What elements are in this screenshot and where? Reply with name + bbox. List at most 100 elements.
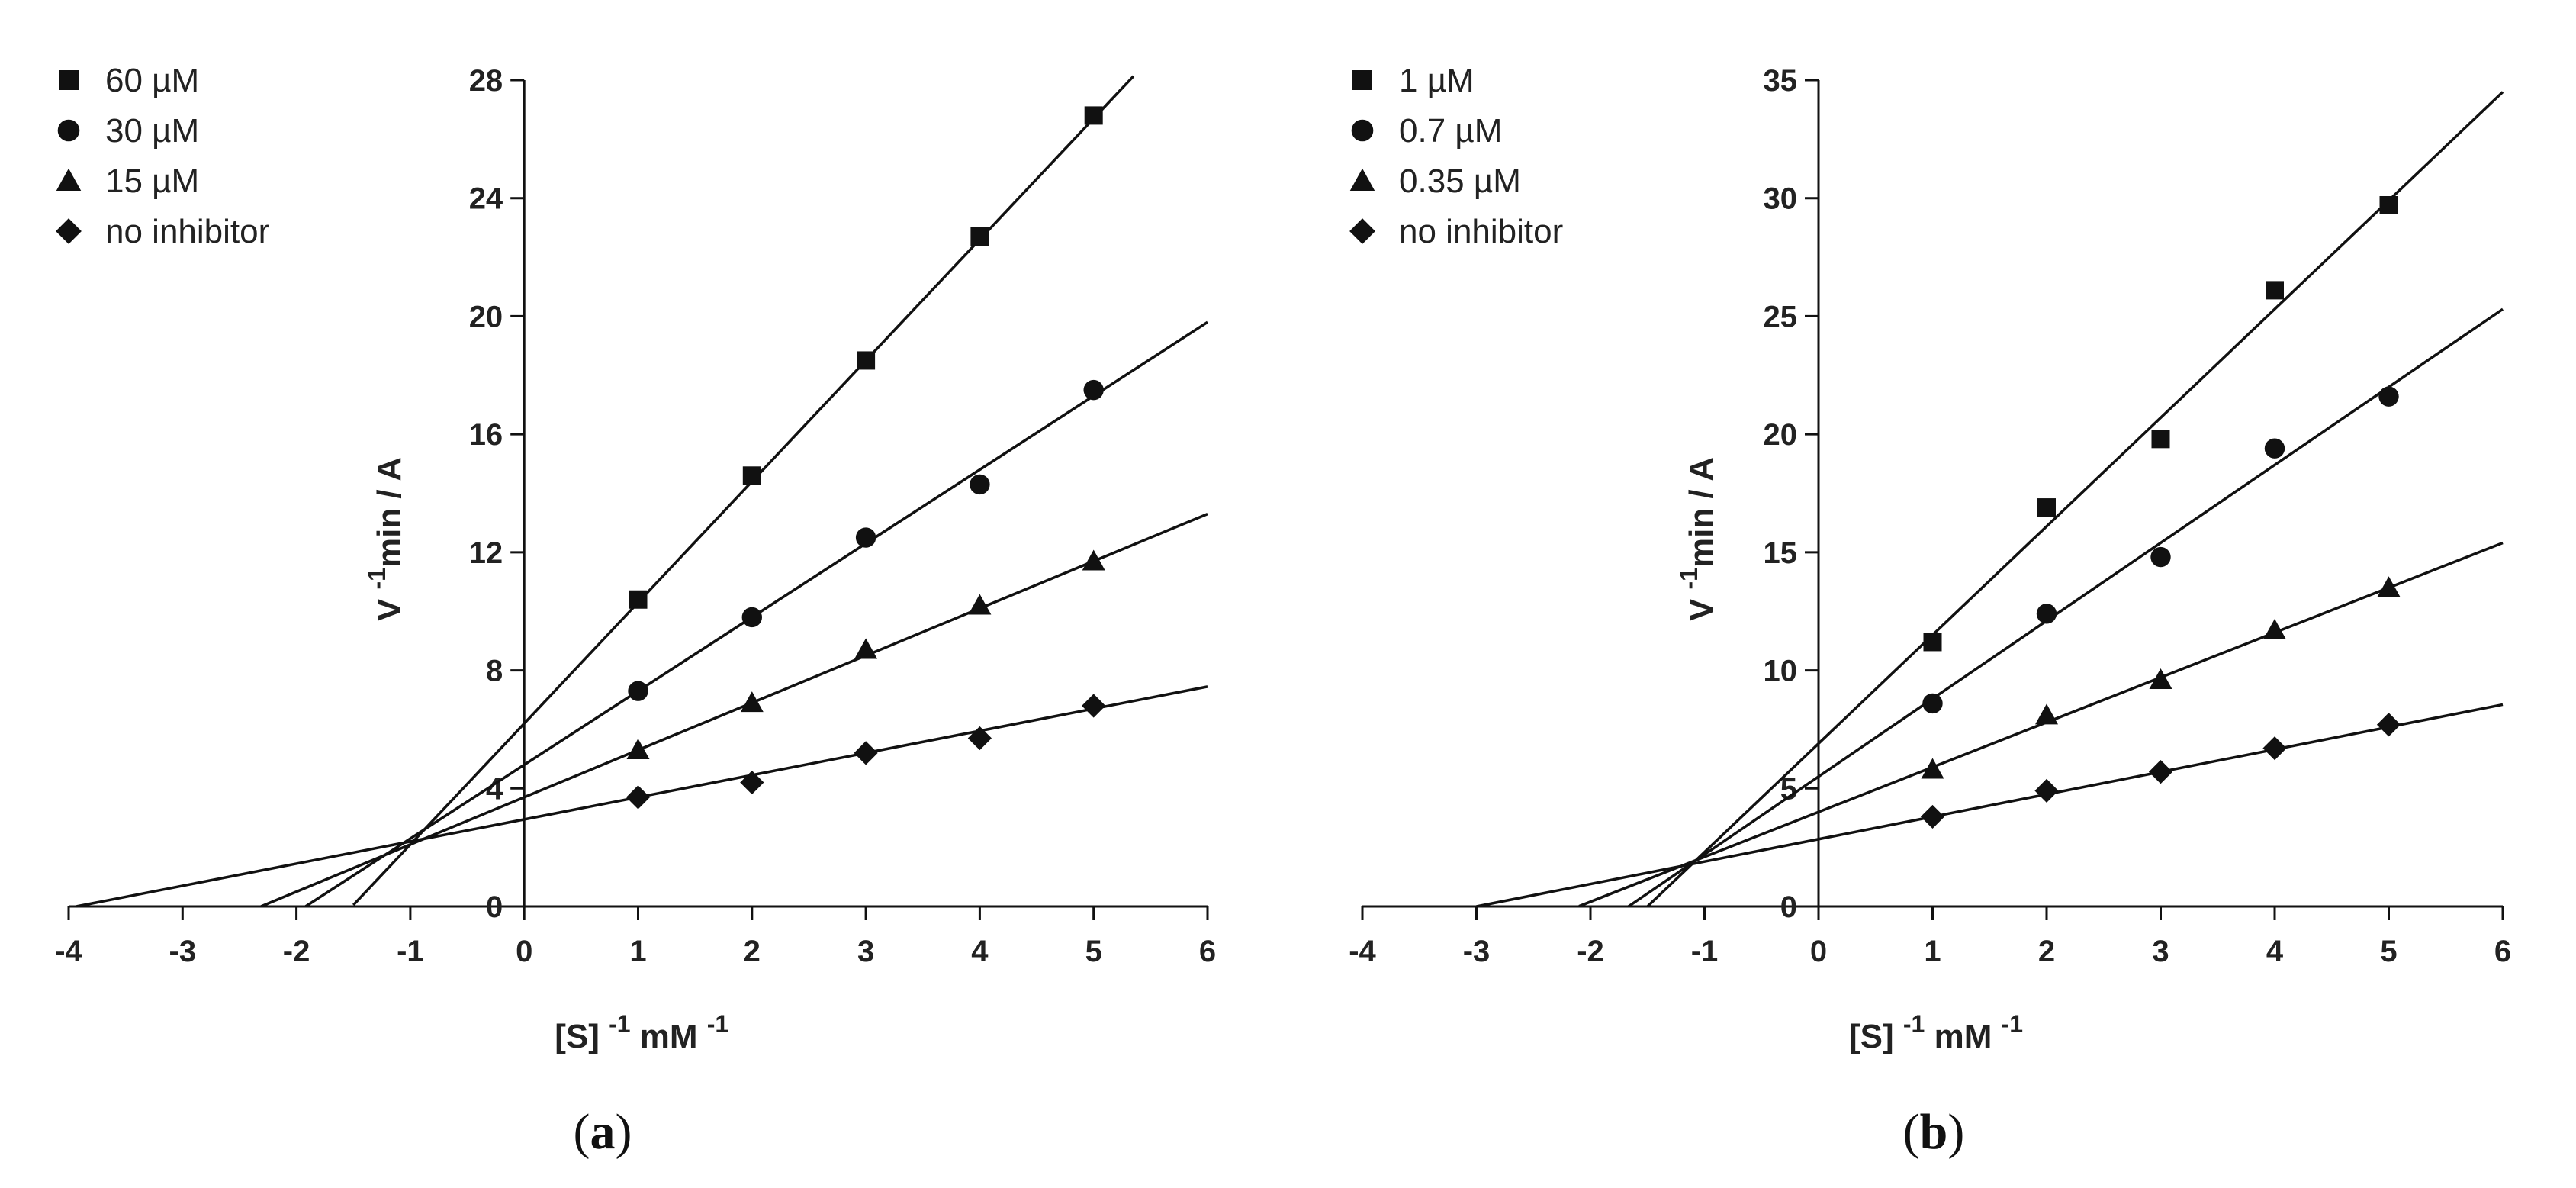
data-point-series-0 bbox=[2037, 498, 2056, 517]
data-point-series-3 bbox=[2148, 760, 2173, 784]
legend-label: 30 µM bbox=[105, 112, 199, 150]
data-point-series-2 bbox=[1082, 549, 1105, 571]
data-point-series-0 bbox=[2379, 195, 2398, 214]
x-tick-label: 3 bbox=[857, 935, 874, 968]
y-tick-label: 8 bbox=[486, 655, 503, 688]
fit-line-series-0 bbox=[352, 75, 1135, 906]
legend-marker-square bbox=[59, 70, 79, 90]
x-tick-label: 6 bbox=[1199, 935, 1216, 968]
data-point-series-1 bbox=[741, 607, 762, 628]
data-point-series-1 bbox=[2378, 386, 2399, 407]
legend-marker-circle bbox=[1351, 119, 1374, 142]
data-point-series-3 bbox=[2262, 736, 2287, 761]
data-point-series-1 bbox=[2036, 604, 2057, 624]
data-point-series-1 bbox=[855, 527, 876, 548]
y-tick-label: 20 bbox=[469, 300, 503, 333]
x-tick-label: 5 bbox=[2380, 935, 2397, 968]
y-tick-label: 12 bbox=[469, 536, 503, 570]
data-point-series-0 bbox=[629, 590, 648, 609]
data-point-series-1 bbox=[1083, 379, 1104, 401]
fit-line-series-3 bbox=[1476, 703, 2504, 908]
y-tick-label: 20 bbox=[1764, 418, 1798, 452]
y-tick-label: 30 bbox=[1764, 182, 1798, 216]
fit-line-series-1 bbox=[1627, 307, 2504, 908]
x-tick-label: -2 bbox=[1577, 935, 1604, 968]
y-tick-label: 24 bbox=[469, 182, 503, 216]
data-point-series-0 bbox=[2151, 430, 2170, 449]
x-tick-label: 0 bbox=[1810, 935, 1827, 968]
legend-label: no inhibitor bbox=[1399, 213, 1563, 250]
data-point-series-3 bbox=[967, 726, 992, 751]
y-tick-label: 25 bbox=[1764, 300, 1798, 333]
x-tick-label: 2 bbox=[2038, 935, 2055, 968]
panel-caption: (b) bbox=[1903, 1104, 1965, 1160]
panel-caption: (a) bbox=[574, 1104, 632, 1160]
fit-line-series-2 bbox=[260, 512, 1208, 908]
y-tick-label: 0 bbox=[1780, 890, 1797, 924]
legend-marker-triangle bbox=[1349, 168, 1375, 191]
x-tick-label: 5 bbox=[1085, 935, 1102, 968]
data-point-series-2 bbox=[854, 638, 878, 659]
legend-label: no inhibitor bbox=[105, 213, 269, 250]
legend-marker-diamond bbox=[1349, 218, 1375, 244]
data-point-series-2 bbox=[968, 594, 992, 615]
x-tick-label: 3 bbox=[2152, 935, 2169, 968]
x-tick-label: -3 bbox=[1463, 935, 1491, 968]
data-point-series-2 bbox=[740, 691, 764, 713]
x-tick-label: 6 bbox=[2494, 935, 2511, 968]
legend-label: 0.35 µM bbox=[1399, 163, 1521, 200]
fit-line-series-0 bbox=[1646, 91, 2504, 908]
y-tick-label: 0 bbox=[486, 890, 503, 924]
x-axis-label: [S] -1 mM -1 bbox=[555, 1010, 728, 1055]
y-axis-label: V -1min / A bbox=[1675, 457, 1720, 621]
legend-label: 1 µM bbox=[1399, 62, 1475, 99]
x-tick-label: -4 bbox=[1349, 935, 1376, 968]
data-point-series-0 bbox=[970, 227, 989, 246]
x-tick-label: 1 bbox=[629, 935, 646, 968]
fit-line-series-2 bbox=[1578, 541, 2504, 908]
data-point-series-0 bbox=[2266, 281, 2284, 300]
data-point-series-3 bbox=[2034, 778, 2059, 803]
data-point-series-0 bbox=[1923, 633, 1942, 652]
data-point-series-1 bbox=[970, 474, 990, 495]
data-point-series-2 bbox=[2035, 703, 2058, 725]
legend-marker-diamond bbox=[56, 218, 82, 244]
x-tick-label: -1 bbox=[1691, 935, 1719, 968]
data-point-series-2 bbox=[626, 739, 650, 760]
x-tick-label: 0 bbox=[516, 935, 532, 968]
x-tick-label: -4 bbox=[55, 935, 82, 968]
legend-label: 0.7 µM bbox=[1399, 112, 1502, 150]
data-point-series-2 bbox=[2377, 576, 2401, 597]
data-point-series-2 bbox=[2149, 668, 2172, 689]
data-point-series-0 bbox=[1084, 106, 1103, 125]
y-tick-label: 5 bbox=[1780, 772, 1797, 806]
y-tick-label: 10 bbox=[1764, 655, 1798, 688]
y-tick-label: 28 bbox=[469, 64, 503, 98]
legend-marker-square bbox=[1352, 70, 1372, 90]
data-point-series-1 bbox=[2150, 546, 2171, 568]
x-axis-label: [S] -1 mM -1 bbox=[1849, 1010, 2023, 1055]
x-tick-label: 1 bbox=[1924, 935, 1941, 968]
y-tick-label: 35 bbox=[1764, 64, 1798, 98]
x-tick-label: 4 bbox=[2266, 935, 2284, 968]
y-tick-label: 16 bbox=[469, 418, 503, 452]
data-point-series-3 bbox=[854, 741, 878, 765]
data-point-series-3 bbox=[626, 785, 651, 810]
data-point-series-1 bbox=[628, 681, 648, 701]
x-tick-label: -2 bbox=[283, 935, 310, 968]
data-point-series-1 bbox=[1922, 693, 1943, 714]
legend-marker-triangle bbox=[56, 168, 82, 191]
data-point-series-3 bbox=[2376, 713, 2401, 737]
x-tick-label: -1 bbox=[397, 935, 424, 968]
data-point-series-1 bbox=[2264, 438, 2285, 459]
legend-label: 15 µM bbox=[105, 163, 199, 200]
x-tick-label: 2 bbox=[744, 935, 761, 968]
data-point-series-0 bbox=[742, 466, 761, 485]
y-tick-label: 15 bbox=[1764, 536, 1798, 570]
legend-label: 60 µM bbox=[105, 62, 199, 99]
data-point-series-2 bbox=[1921, 758, 1944, 779]
data-point-series-3 bbox=[740, 770, 764, 795]
x-tick-label: -3 bbox=[169, 935, 197, 968]
data-point-series-2 bbox=[2263, 618, 2286, 639]
